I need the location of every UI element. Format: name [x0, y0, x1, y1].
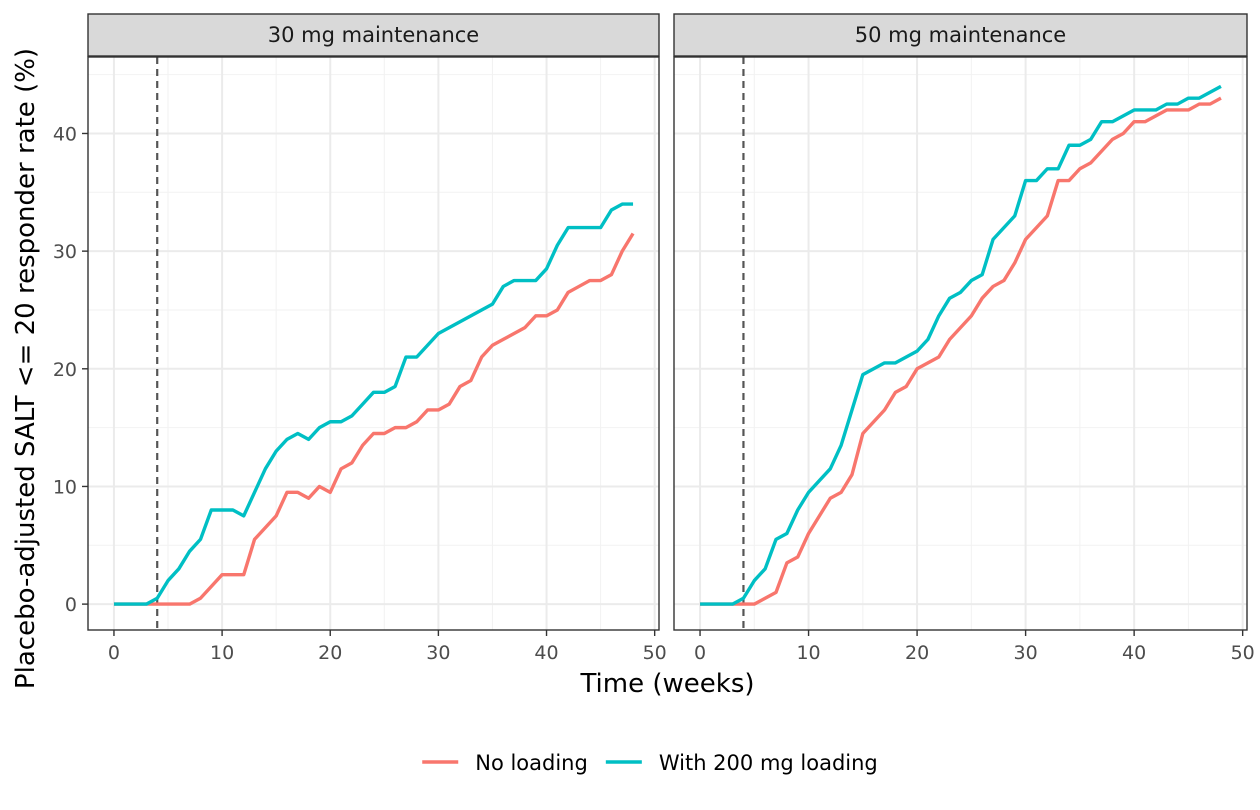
x-tick-label: 20: [318, 642, 342, 664]
y-tick-label: 30: [53, 241, 77, 263]
facet-strip-label: 30 mg maintenance: [268, 23, 479, 47]
legend: No loading With 200 mg loading: [422, 751, 878, 775]
x-tick-label: 10: [796, 642, 820, 664]
x-tick-label: 10: [210, 642, 234, 664]
y-tick-label: 0: [65, 594, 77, 616]
facet-strip-label: 50 mg maintenance: [855, 23, 1066, 47]
facet-strip: [673, 13, 1248, 57]
x-tick-label: 50: [1231, 642, 1255, 664]
panel-1: 30 mg maintenance 0 10 20 30 40 50 0 10 20 30 40: [53, 13, 667, 664]
y-axis-title: Placebo-adjusted SALT <= 20 responder ra…: [11, 48, 41, 689]
x-tick-label: 30: [426, 642, 450, 664]
x-tick-label: 40: [534, 642, 558, 664]
plot-background: [88, 57, 659, 630]
y-tick-label: 20: [53, 359, 77, 381]
x-tick-label: 50: [643, 642, 667, 664]
x-tick-label: 0: [108, 642, 120, 664]
x-tick-label: 0: [694, 642, 706, 664]
x-axis-title: Time (weeks): [579, 669, 754, 699]
x-tick-label: 30: [1014, 642, 1038, 664]
panel-2: 50 mg maintenance 0 10 20 30 40 50: [673, 13, 1255, 664]
legend-label: With 200 mg loading: [659, 751, 878, 775]
plot-background: [674, 57, 1247, 630]
legend-item: With 200 mg loading: [605, 751, 878, 775]
panel-border: [87, 56, 660, 631]
facet-strip: [87, 13, 660, 57]
x-tick-label: 40: [1122, 642, 1146, 664]
x-tick-label: 20: [905, 642, 929, 664]
legend-label: No loading: [475, 751, 588, 775]
legend-item: No loading: [422, 751, 588, 775]
series-line-1: [113, 232, 635, 606]
series-line-1: [700, 96, 1222, 606]
series-line-2: [113, 202, 634, 606]
series-line-2: [700, 84, 1222, 606]
y-tick-label: 40: [53, 123, 77, 145]
y-tick-label: 10: [53, 476, 77, 498]
panel-border: [673, 56, 1248, 631]
